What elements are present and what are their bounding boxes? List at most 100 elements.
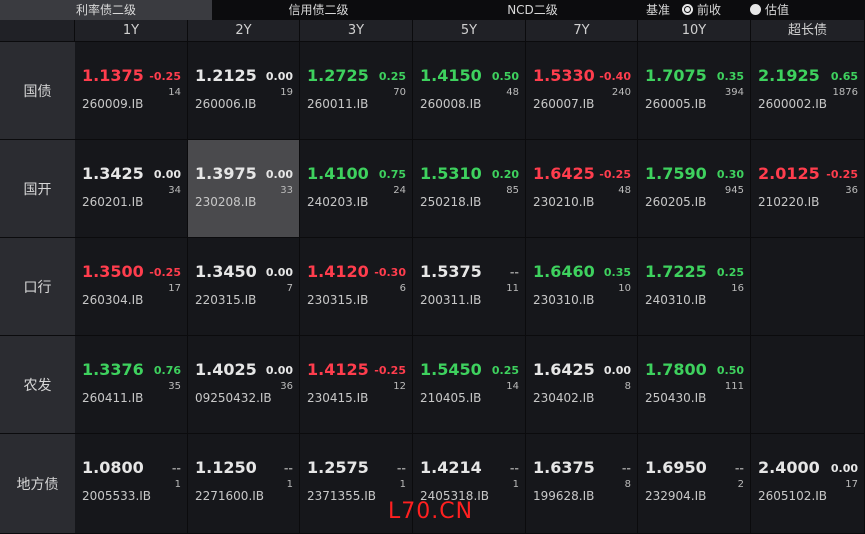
change: 0.00 xyxy=(830,462,858,475)
price: 1.6425 xyxy=(533,164,595,183)
row-label: 国债 xyxy=(0,42,75,139)
watermark: L70.CN xyxy=(388,499,474,524)
radio-label[interactable]: 前收 xyxy=(697,3,722,17)
price: 1.4214 xyxy=(420,458,482,477)
header-corner xyxy=(0,20,74,41)
bond-code: 230315.IB xyxy=(307,293,369,307)
quote-cell[interactable] xyxy=(526,434,637,533)
benchmark-label: 基准 xyxy=(646,3,671,17)
price: 1.5450 xyxy=(420,360,482,379)
price: 1.5310 xyxy=(420,164,482,183)
bond-code: 250218.IB xyxy=(420,195,482,209)
quote-cell[interactable] xyxy=(188,434,299,533)
bond-code: 2271600.IB xyxy=(195,489,265,503)
change: 0.00 xyxy=(265,168,293,181)
quote-cell[interactable] xyxy=(413,434,525,533)
change: 0.00 xyxy=(603,364,631,377)
change: 0.75 xyxy=(378,168,406,181)
quote-cell[interactable] xyxy=(300,140,412,237)
price: 1.6950 xyxy=(645,458,707,477)
quote-cell[interactable] xyxy=(751,42,864,139)
change: 0.30 xyxy=(716,168,744,181)
quote-cell[interactable] xyxy=(413,42,525,139)
quote-cell[interactable] xyxy=(75,42,187,139)
quote-cell[interactable] xyxy=(526,238,637,335)
quote-cell[interactable] xyxy=(638,238,750,335)
quote-cell[interactable] xyxy=(75,336,187,433)
bond-code: 230402.IB xyxy=(533,391,595,405)
price: 1.3425 xyxy=(82,164,144,183)
quote-cell[interactable] xyxy=(188,42,299,139)
radio[interactable] xyxy=(750,4,761,15)
bond-code: 260205.IB xyxy=(645,195,707,209)
quote-cell[interactable] xyxy=(300,238,412,335)
price: 1.4100 xyxy=(307,164,369,183)
bond-code: 240310.IB xyxy=(645,293,707,307)
quote-cell[interactable] xyxy=(75,238,187,335)
bond-code: 260005.IB xyxy=(645,97,707,111)
bond-code: 210220.IB xyxy=(758,195,820,209)
quote-cell[interactable] xyxy=(75,434,187,533)
price: 1.4025 xyxy=(195,360,257,379)
change: -0.30 xyxy=(374,266,406,279)
change: -0.40 xyxy=(599,70,631,83)
volume: 17 xyxy=(845,479,858,490)
change: 0.00 xyxy=(265,70,293,83)
quote-cell[interactable] xyxy=(188,336,299,433)
tab[interactable]: 利率债二级 xyxy=(0,0,212,20)
price: 1.4125 xyxy=(307,360,369,379)
quote-cell[interactable] xyxy=(413,336,525,433)
quote-cell[interactable] xyxy=(638,42,750,139)
change: -- xyxy=(283,462,293,475)
volume: 33 xyxy=(280,185,293,196)
price: 1.0800 xyxy=(82,458,144,477)
price: 1.6460 xyxy=(533,262,595,281)
radio-label[interactable]: 估值 xyxy=(765,3,790,17)
change: -- xyxy=(734,462,744,475)
bond-code: 260304.IB xyxy=(82,293,144,307)
volume: 8 xyxy=(624,479,631,490)
bond-code: 210405.IB xyxy=(420,391,482,405)
quote-cell[interactable] xyxy=(638,336,750,433)
bond-code: 220315.IB xyxy=(195,293,257,307)
bond-code: 260009.IB xyxy=(82,97,144,111)
price: 1.4150 xyxy=(420,66,482,85)
tab[interactable]: NCD二级 xyxy=(507,3,558,17)
row-label: 农发 xyxy=(0,336,75,433)
volume: 35 xyxy=(168,381,181,392)
quote-cell[interactable] xyxy=(638,434,750,533)
price: 1.1250 xyxy=(195,458,257,477)
quote-cell[interactable] xyxy=(526,140,637,237)
change: 0.35 xyxy=(603,266,631,279)
volume: 34 xyxy=(168,185,181,196)
row-label: 地方债 xyxy=(0,434,75,533)
change: -0.25 xyxy=(149,70,181,83)
price: 1.1375 xyxy=(82,66,144,85)
quote-cell[interactable] xyxy=(188,238,299,335)
quote-cell[interactable] xyxy=(751,434,864,533)
quote-cell[interactable] xyxy=(413,238,525,335)
quote-cell[interactable] xyxy=(300,336,412,433)
change: 0.65 xyxy=(830,70,858,83)
quote-cell[interactable] xyxy=(413,140,525,237)
volume: 1 xyxy=(174,479,181,490)
quote-cell[interactable] xyxy=(751,140,864,237)
price: 2.0125 xyxy=(758,164,820,183)
quote-cell[interactable] xyxy=(526,336,637,433)
tab[interactable]: 信用债二级 xyxy=(288,3,349,17)
volume: 36 xyxy=(280,381,293,392)
quote-cell[interactable] xyxy=(300,42,412,139)
quote-cell[interactable] xyxy=(526,42,637,139)
bond-code: 2005533.IB xyxy=(82,489,152,503)
quote-cell[interactable] xyxy=(638,140,750,237)
column-header: 10Y xyxy=(638,20,750,41)
quote-cell[interactable] xyxy=(300,434,412,533)
volume: 48 xyxy=(506,87,519,98)
quote-cell[interactable] xyxy=(75,140,187,237)
volume: 111 xyxy=(724,381,744,392)
change: 0.35 xyxy=(716,70,744,83)
bond-code: 2600002.IB xyxy=(758,97,828,111)
quote-cell[interactable] xyxy=(188,140,299,237)
price: 1.7225 xyxy=(645,262,707,281)
column-header: 2Y xyxy=(188,20,299,41)
